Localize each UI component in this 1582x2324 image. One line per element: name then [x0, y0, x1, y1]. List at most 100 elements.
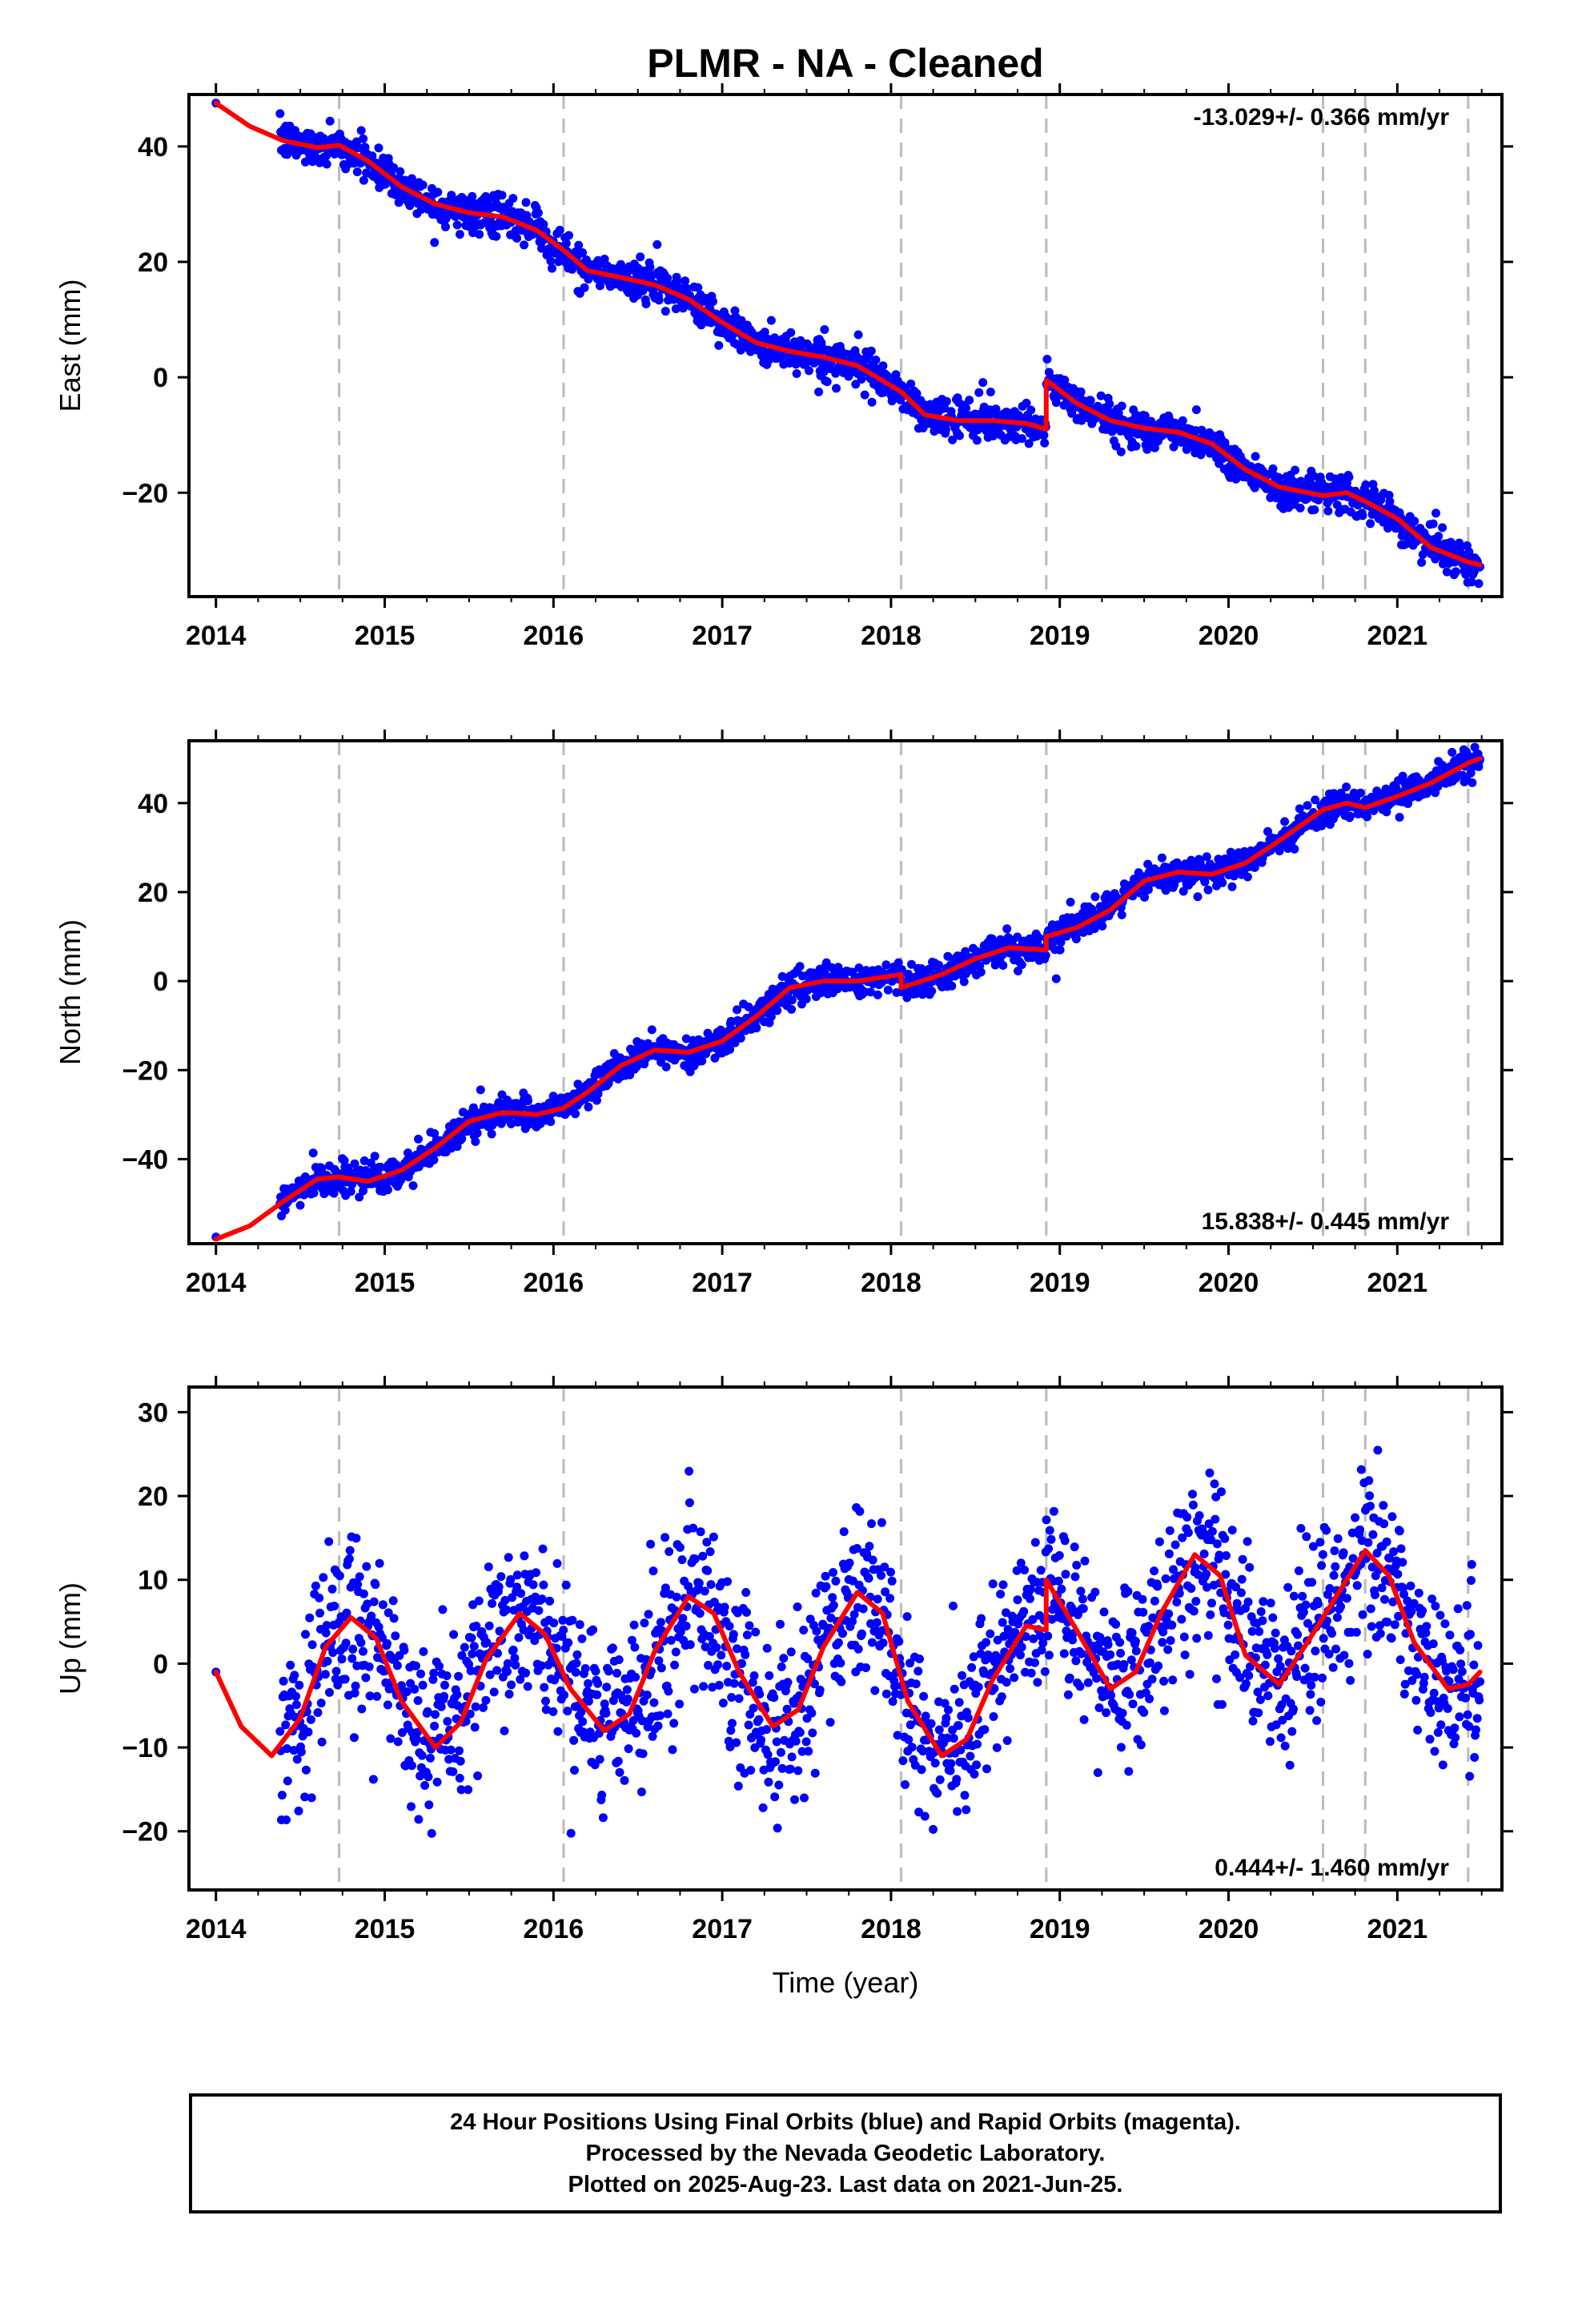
data-point — [689, 1684, 699, 1694]
data-point — [991, 404, 1001, 414]
data-point — [986, 1629, 995, 1638]
data-point — [355, 1192, 364, 1202]
data-point — [344, 1554, 354, 1563]
data-point — [1456, 545, 1464, 554]
data-point — [1111, 441, 1121, 451]
data-point — [465, 1709, 475, 1719]
data-point — [1140, 892, 1149, 902]
data-point — [523, 1682, 532, 1691]
data-point — [1096, 391, 1106, 400]
data-point — [473, 1771, 483, 1780]
data-point — [776, 1747, 785, 1757]
data-point — [553, 1727, 563, 1736]
data-point — [340, 1675, 350, 1684]
data-point — [787, 1004, 797, 1014]
data-point — [749, 1671, 759, 1680]
data-point — [280, 1205, 290, 1215]
data-point — [566, 1828, 576, 1838]
x-tick-label: 2015 — [355, 621, 416, 651]
data-point — [301, 1630, 310, 1639]
data-point — [1309, 472, 1319, 481]
data-point — [966, 1751, 975, 1761]
data-point — [416, 1669, 425, 1679]
east-plot-frame — [187, 93, 1504, 598]
data-point — [511, 1660, 520, 1670]
data-point — [396, 167, 405, 176]
data-point — [723, 1577, 732, 1586]
data-point — [1051, 398, 1061, 408]
data-point — [795, 962, 805, 971]
data-point — [363, 1599, 372, 1609]
data-point — [807, 1708, 817, 1718]
data-point — [391, 1631, 400, 1641]
data-point — [761, 1725, 771, 1735]
data-point — [494, 1582, 504, 1591]
y-tick-label: 40 — [138, 132, 168, 163]
data-point — [412, 1727, 422, 1737]
east-panel: 2014 2015 2016 2017 2018 2019 2020 202140200−20… — [54, 83, 1513, 651]
data-point — [654, 1656, 664, 1666]
data-point — [1470, 742, 1480, 752]
data-point — [472, 1622, 481, 1630]
data-point — [670, 1660, 680, 1670]
data-point — [410, 1684, 420, 1694]
north-plot-frame — [187, 739, 1504, 1245]
data-point — [484, 1621, 494, 1630]
data-point — [455, 1746, 464, 1755]
data-point — [472, 1128, 482, 1138]
data-point — [389, 163, 399, 172]
data-point — [645, 263, 655, 271]
data-point — [481, 1695, 491, 1705]
data-point — [514, 1633, 524, 1642]
data-point — [978, 378, 988, 388]
data-point — [872, 1618, 881, 1627]
data-point — [457, 1134, 467, 1144]
data-point — [779, 1654, 789, 1663]
data-point — [890, 1682, 900, 1691]
data-point — [1024, 439, 1034, 448]
data-point — [301, 1765, 311, 1775]
data-point — [701, 1642, 710, 1651]
data-point — [1311, 795, 1320, 805]
data-point — [828, 1593, 837, 1602]
data-point — [772, 1737, 781, 1747]
data-point — [762, 1643, 772, 1653]
data-point — [972, 436, 982, 445]
data-point — [953, 1807, 962, 1816]
data-point — [503, 1667, 512, 1676]
data-point — [831, 1576, 841, 1586]
data-point — [408, 1181, 418, 1190]
data-point — [504, 1553, 513, 1562]
data-point — [734, 1694, 744, 1703]
data-point — [766, 1012, 776, 1021]
data-point — [289, 1746, 299, 1755]
data-point — [887, 1576, 897, 1586]
data-point — [412, 1661, 420, 1671]
data-point — [552, 1558, 562, 1568]
x-tick-label: 2018 — [861, 621, 921, 651]
x-tick-label: 2014 — [186, 621, 247, 651]
data-point — [836, 1659, 845, 1668]
data-point — [933, 1788, 942, 1798]
data-point — [913, 1667, 923, 1676]
data-point — [1060, 376, 1070, 385]
data-point — [429, 1155, 439, 1164]
data-point — [864, 1574, 873, 1583]
up-data-points — [211, 1445, 1485, 1838]
data-point — [809, 1679, 819, 1689]
data-point — [475, 230, 484, 239]
data-point — [448, 1767, 458, 1776]
data-point — [860, 390, 869, 400]
data-point — [858, 1604, 868, 1614]
data-point — [1263, 826, 1272, 836]
data-point — [754, 1715, 764, 1724]
data-point — [455, 230, 464, 239]
north-model-fit-line — [213, 756, 1483, 1242]
data-point — [275, 109, 285, 119]
data-point — [962, 404, 971, 413]
data-point — [838, 1629, 847, 1638]
data-point — [996, 1590, 1006, 1599]
data-point — [474, 1596, 484, 1606]
data-point — [429, 1668, 439, 1678]
data-point — [341, 1638, 351, 1648]
